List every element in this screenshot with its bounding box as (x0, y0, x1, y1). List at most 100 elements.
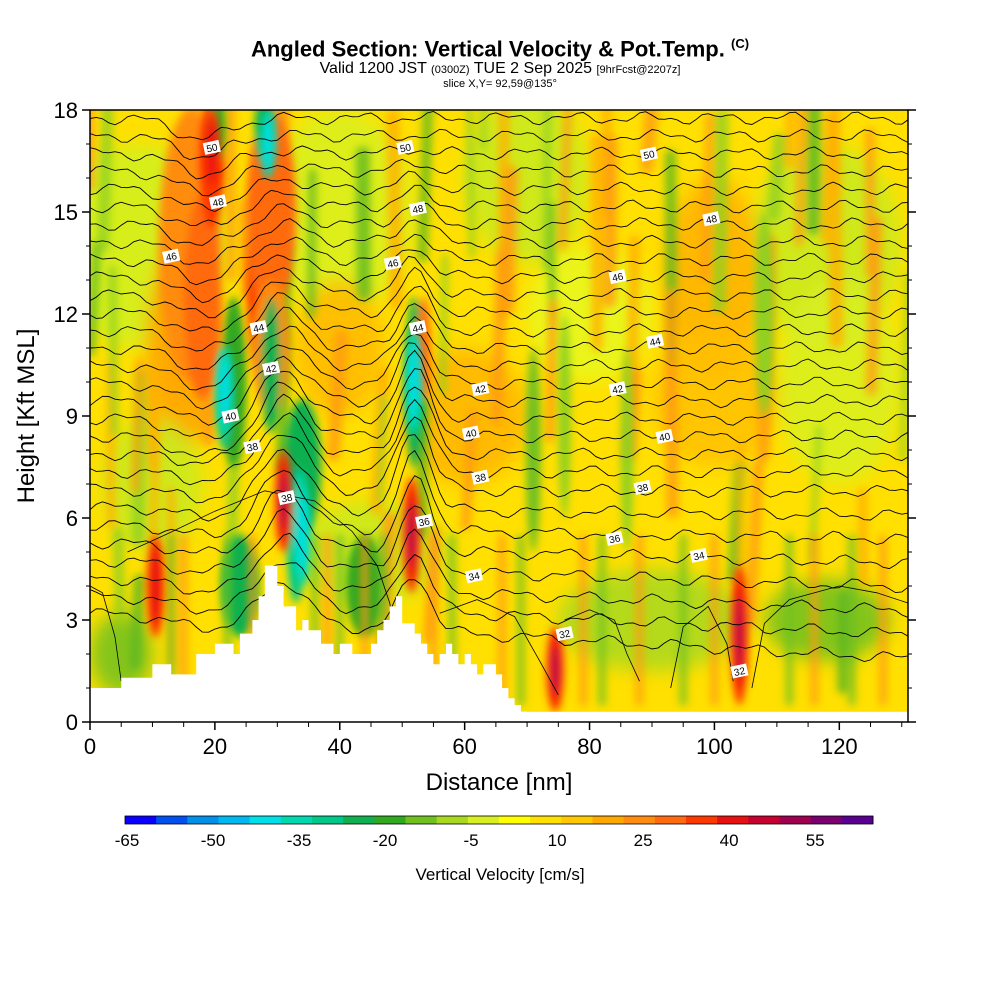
field-streak (386, 110, 403, 310)
valid-utc: (0300Z) (431, 64, 470, 76)
field-streak (108, 265, 119, 437)
field-streak (149, 313, 164, 550)
theta-contour-line (90, 184, 908, 226)
field-streak (865, 216, 883, 396)
y-tick-label: 9 (66, 404, 78, 429)
colorbar-swatch (156, 816, 188, 824)
theta-label-box (249, 320, 268, 336)
valid-date: TUE 2 Sep 2025 (473, 60, 593, 77)
velocity-zero-line (439, 599, 559, 695)
x-tick-label: 40 (328, 734, 352, 759)
colorbar-label: 55 (806, 831, 825, 850)
colorbar-label: -20 (373, 831, 398, 850)
colorbar-swatch (810, 816, 843, 824)
y-tick-label: 6 (66, 506, 78, 531)
colorbar-swatch (530, 816, 562, 824)
field-streak (307, 168, 317, 319)
y-tick-label: 18 (54, 98, 78, 123)
colorbar-swatch (249, 816, 282, 824)
colorbar-label: 10 (548, 831, 567, 850)
field-streak (226, 110, 236, 282)
field-low-stripe (248, 535, 257, 705)
theta-label-text: 40 (224, 411, 238, 424)
theta-label-box (277, 490, 296, 506)
field-streak (701, 112, 714, 282)
theta-contour-line (90, 528, 908, 618)
colorbar-swatch (748, 816, 780, 824)
theta-label-text: 40 (465, 428, 479, 441)
theta-contour-line (90, 434, 908, 522)
theta-label-text: 48 (412, 203, 426, 216)
theta-contour-line (90, 145, 908, 180)
field-streak (355, 146, 372, 301)
theta-label-box (408, 320, 427, 336)
theta-label: 32 (555, 626, 574, 642)
field-patch (764, 579, 890, 661)
field-streak (376, 395, 388, 504)
theta-contour-line (90, 349, 908, 440)
theta-label: 48 (408, 201, 427, 217)
field-low-stripe (847, 535, 856, 705)
theta-contour-line (90, 202, 908, 246)
theta-label-box (555, 626, 574, 642)
theta-label-text: 38 (636, 482, 650, 495)
colorbar-swatch (280, 816, 313, 824)
theta-label-text: 36 (418, 516, 432, 529)
downdraft-core-center (298, 495, 307, 575)
theta-label: 38 (633, 479, 652, 495)
theta-label-text: 50 (206, 142, 220, 155)
velocity-zero-line (670, 605, 734, 689)
field-streak (821, 111, 835, 246)
field-column (183, 195, 222, 399)
theta-label-text: 38 (280, 492, 294, 505)
theta-label: 40 (655, 428, 674, 444)
theta-label-text: 38 (246, 441, 260, 454)
theta-label-text: 42 (265, 363, 279, 376)
field-low-stripe (679, 535, 688, 705)
field-low-stripe (379, 535, 388, 705)
theta-label: 46 (383, 255, 402, 271)
theta-label-text: 44 (649, 336, 663, 349)
field-column (755, 212, 774, 416)
theta-label-text: 34 (693, 550, 707, 563)
colorbar-frame (124, 815, 874, 825)
theta-label-box (702, 211, 721, 227)
terrain-base (90, 711, 908, 722)
terrain-fill (90, 565, 908, 722)
colorbar-swatch (717, 816, 749, 824)
field-low-stripe (598, 535, 607, 705)
theta-label-box (689, 547, 708, 563)
field-low-stripe (167, 535, 176, 705)
theta-label-box (415, 513, 434, 529)
field-streak (712, 110, 729, 314)
x-tick-label: 0 (84, 734, 96, 759)
theta-label-box (646, 333, 665, 349)
field-column (525, 348, 541, 552)
theta-label-box (655, 428, 674, 444)
theta-label: 44 (249, 320, 268, 336)
field-patch (264, 110, 415, 314)
theta-label: 36 (605, 530, 624, 546)
forecast-info: [9hrFcst@2207z] (596, 64, 681, 76)
field-streak (865, 127, 876, 277)
colorbar-swatch (467, 816, 500, 824)
theta-label-box (262, 360, 281, 376)
field-streak (857, 488, 869, 589)
field-streak (545, 299, 558, 443)
field-streak (784, 110, 796, 170)
theta-label-box (633, 479, 652, 495)
x-tick-label: 120 (821, 734, 858, 759)
field-streak (500, 166, 519, 314)
x-tick-label: 20 (203, 734, 227, 759)
theta-label-text: 46 (165, 251, 179, 264)
colorbar-label: -65 (115, 831, 140, 850)
colorbar-swatch (374, 816, 406, 824)
colorbar-title: Vertical Velocity [cm/s] (415, 865, 584, 884)
theta-contour-line (90, 333, 908, 410)
field-streak (767, 132, 787, 222)
theta-contour-line (90, 249, 908, 304)
theta-contour-labels: 50 50 50 48 48 48 46 46 46 44 44 44 42 42 42 40 40 40 38 38… (162, 139, 749, 679)
theta-label-text: 46 (387, 258, 401, 271)
field-streak (806, 110, 822, 236)
